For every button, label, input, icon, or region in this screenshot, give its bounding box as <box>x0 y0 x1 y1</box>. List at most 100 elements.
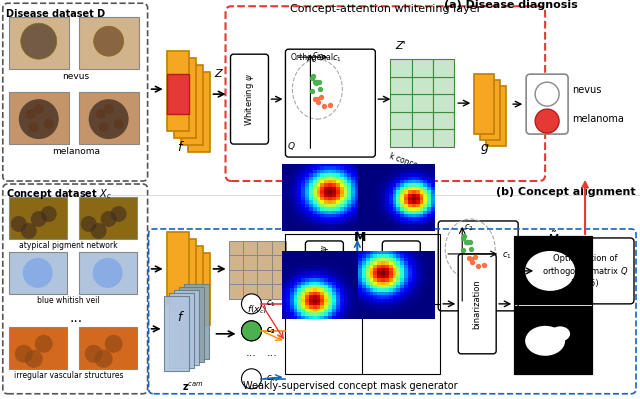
Text: binarization: binarization <box>473 279 482 329</box>
Circle shape <box>31 211 47 227</box>
Circle shape <box>241 369 262 389</box>
Text: blue whitish veil: blue whitish veil <box>37 296 100 305</box>
Bar <box>79 197 136 239</box>
Text: $c_2$: $c_2$ <box>464 223 474 233</box>
Point <box>458 234 468 241</box>
Circle shape <box>241 294 262 314</box>
Text: Optimization of
orthogonal matrix $Q$
Eq. (5): Optimization of orthogonal matrix $Q$ Eq… <box>542 254 628 288</box>
Bar <box>228 284 243 299</box>
Bar <box>228 255 243 270</box>
Point <box>473 263 483 269</box>
Point <box>462 239 472 245</box>
Text: $\tilde{M}$: $\tilde{M}$ <box>547 231 559 247</box>
Bar <box>166 74 189 114</box>
Bar <box>272 255 287 270</box>
Bar <box>272 241 287 255</box>
Point <box>310 79 321 85</box>
Point <box>461 239 471 245</box>
Point <box>464 255 474 262</box>
Text: $c_k$: $c_k$ <box>266 373 276 384</box>
Circle shape <box>19 99 59 139</box>
Bar <box>79 92 139 144</box>
Bar <box>390 112 412 130</box>
Text: Z': Z' <box>395 41 406 51</box>
Bar <box>243 270 257 284</box>
Circle shape <box>20 223 36 239</box>
Bar <box>9 327 67 369</box>
Circle shape <box>41 206 57 222</box>
Text: (a) Disease diagnosis: (a) Disease diagnosis <box>444 0 578 10</box>
Point <box>467 259 477 265</box>
Text: $c_2$: $c_2$ <box>266 326 276 336</box>
Text: AvgPool: AvgPool <box>397 254 406 287</box>
Bar <box>412 77 433 94</box>
Text: $c_1$: $c_1$ <box>502 251 512 261</box>
Text: g: g <box>480 141 488 154</box>
Text: (b) Concept alignment: (b) Concept alignment <box>497 187 636 197</box>
Text: f: f <box>177 311 182 324</box>
Text: f: f <box>177 141 182 154</box>
Bar <box>257 255 272 270</box>
FancyBboxPatch shape <box>180 246 202 318</box>
Point <box>479 261 489 268</box>
Text: ⊙: ⊙ <box>353 266 362 276</box>
Bar <box>390 59 412 77</box>
FancyBboxPatch shape <box>166 51 189 131</box>
FancyBboxPatch shape <box>474 74 494 134</box>
Bar <box>433 130 454 147</box>
Circle shape <box>25 350 43 368</box>
Point <box>308 73 318 79</box>
Text: nevus: nevus <box>572 85 602 95</box>
Circle shape <box>23 258 52 288</box>
Point <box>311 79 321 85</box>
Bar <box>433 94 454 112</box>
Text: ...: ... <box>266 348 277 358</box>
FancyBboxPatch shape <box>305 241 344 301</box>
Bar <box>228 270 243 284</box>
Point <box>466 255 476 262</box>
Point <box>465 246 476 253</box>
Text: Concept dataset $X_c$: Concept dataset $X_c$ <box>6 187 111 201</box>
Text: Q: Q <box>287 142 294 151</box>
Bar <box>257 241 272 255</box>
Bar <box>433 59 454 77</box>
Bar <box>164 296 189 371</box>
Point <box>312 96 323 102</box>
Circle shape <box>44 119 54 129</box>
FancyBboxPatch shape <box>486 86 506 146</box>
Circle shape <box>29 122 39 132</box>
Circle shape <box>104 104 114 114</box>
Bar <box>179 287 204 362</box>
Circle shape <box>89 99 129 139</box>
FancyBboxPatch shape <box>188 72 209 152</box>
Point <box>310 95 321 102</box>
FancyBboxPatch shape <box>536 238 634 304</box>
Point <box>315 86 325 93</box>
Text: atypical pigment network: atypical pigment network <box>19 241 118 250</box>
FancyBboxPatch shape <box>173 239 196 311</box>
Circle shape <box>35 335 52 353</box>
FancyBboxPatch shape <box>438 221 518 311</box>
Ellipse shape <box>525 326 565 356</box>
Circle shape <box>91 223 107 239</box>
Point <box>324 102 335 108</box>
Bar <box>390 77 412 94</box>
Bar <box>390 130 412 147</box>
Point <box>458 247 468 254</box>
Bar <box>243 255 257 270</box>
Text: Whitening $\psi$: Whitening $\psi$ <box>243 73 256 126</box>
Point <box>307 75 317 81</box>
Circle shape <box>114 119 124 129</box>
Circle shape <box>111 206 127 222</box>
Bar <box>228 241 243 255</box>
Text: Z: Z <box>214 69 222 79</box>
Text: Whitening $\psi$: Whitening $\psi$ <box>318 245 331 297</box>
Point <box>316 94 326 101</box>
Point <box>470 254 480 260</box>
FancyBboxPatch shape <box>285 49 375 157</box>
Bar <box>433 77 454 94</box>
Point <box>314 79 324 85</box>
Bar <box>79 327 136 369</box>
Text: Orthogonal: Orthogonal <box>291 53 333 62</box>
Circle shape <box>93 26 124 56</box>
